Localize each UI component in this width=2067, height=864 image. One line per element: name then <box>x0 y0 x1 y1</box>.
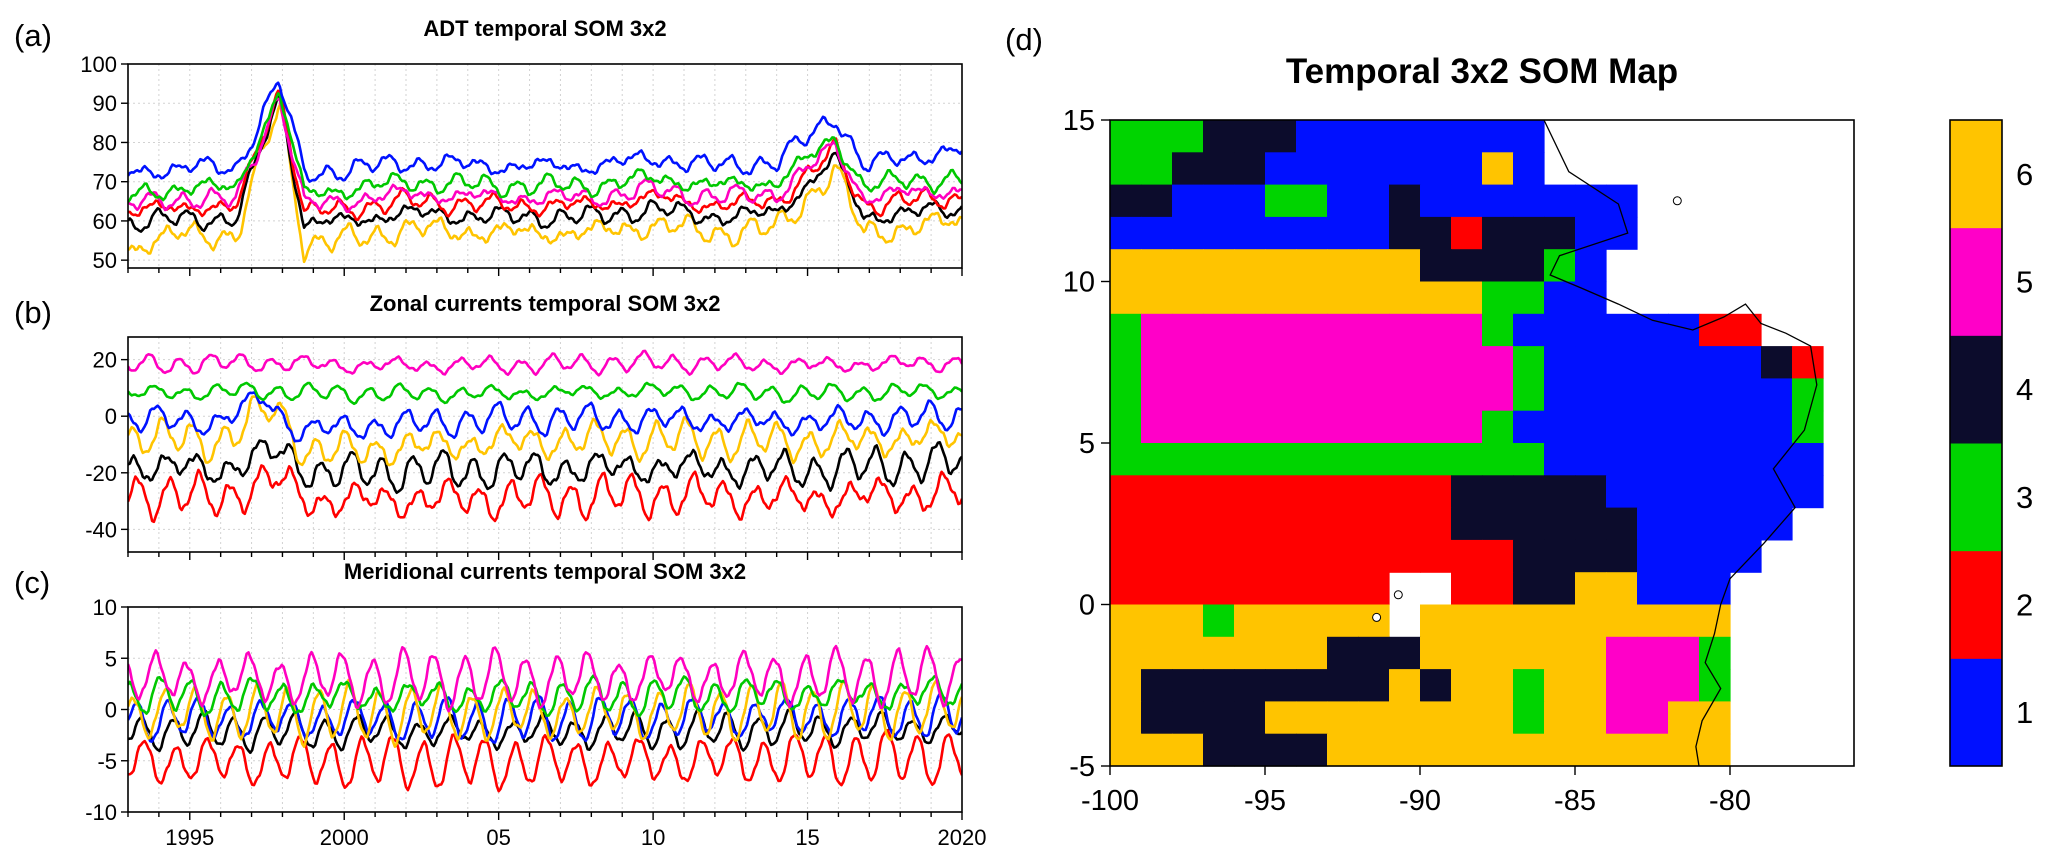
svg-text:1995: 1995 <box>165 825 214 850</box>
svg-text:5: 5 <box>105 646 117 671</box>
svg-text:0: 0 <box>105 698 117 723</box>
svg-text:90: 90 <box>93 91 117 116</box>
svg-text:-40: -40 <box>85 517 117 542</box>
svg-text:3: 3 <box>2016 480 2033 515</box>
svg-text:-95: -95 <box>1244 785 1286 817</box>
som-cluster-map: -100 -95 -90 -85 -80 15 10 5 0 -5 1 2 3 4 5 6 <box>1063 105 2034 817</box>
panel-c-letter: (c) <box>14 565 51 600</box>
svg-text:2020: 2020 <box>938 825 987 850</box>
svg-text:05: 05 <box>486 825 510 850</box>
panel-d-title: Temporal 3x2 SOM Map <box>1285 52 1679 91</box>
panel-a-letter: (a) <box>14 18 52 53</box>
panel-d-letter: (d) <box>1005 22 1043 57</box>
svg-text:-20: -20 <box>85 461 117 486</box>
zonal-timeseries-plot: -40 -20 0 20 <box>85 336 963 560</box>
svg-text:-100: -100 <box>1081 785 1139 817</box>
panel-a-title: ADT temporal SOM 3x2 <box>423 16 667 41</box>
svg-text:-5: -5 <box>1069 751 1095 783</box>
svg-text:15: 15 <box>1063 105 1095 137</box>
svg-text:5: 5 <box>2016 265 2033 300</box>
svg-text:4: 4 <box>2016 372 2033 407</box>
svg-text:1: 1 <box>2016 695 2033 730</box>
svg-text:10: 10 <box>1063 267 1095 299</box>
svg-text:10: 10 <box>641 825 665 850</box>
svg-text:0: 0 <box>1079 590 1095 622</box>
svg-text:20: 20 <box>93 348 117 373</box>
svg-text:5: 5 <box>1079 428 1095 460</box>
svg-text:-5: -5 <box>97 749 117 774</box>
svg-text:0: 0 <box>105 404 117 429</box>
svg-text:70: 70 <box>93 170 117 195</box>
svg-text:-10: -10 <box>85 800 117 825</box>
svg-text:50: 50 <box>93 248 117 273</box>
svg-text:60: 60 <box>93 209 117 234</box>
svg-text:10: 10 <box>93 595 117 620</box>
adt-timeseries-plot: 50 60 70 80 90 100 <box>80 52 963 276</box>
svg-text:6: 6 <box>2016 157 2033 192</box>
svg-text:100: 100 <box>80 52 117 77</box>
svg-text:80: 80 <box>93 130 117 155</box>
panel-c-title: Meridional currents temporal SOM 3x2 <box>343 559 747 584</box>
svg-text:2000: 2000 <box>320 825 369 850</box>
svg-text:-90: -90 <box>1399 785 1441 817</box>
panel-b-title: Zonal currents temporal SOM 3x2 <box>369 291 721 316</box>
panel-b-letter: (b) <box>14 295 52 330</box>
svg-text:-80: -80 <box>1709 785 1751 817</box>
svg-text:15: 15 <box>795 825 819 850</box>
svg-text:2: 2 <box>2016 588 2033 623</box>
svg-text:-85: -85 <box>1554 785 1596 817</box>
